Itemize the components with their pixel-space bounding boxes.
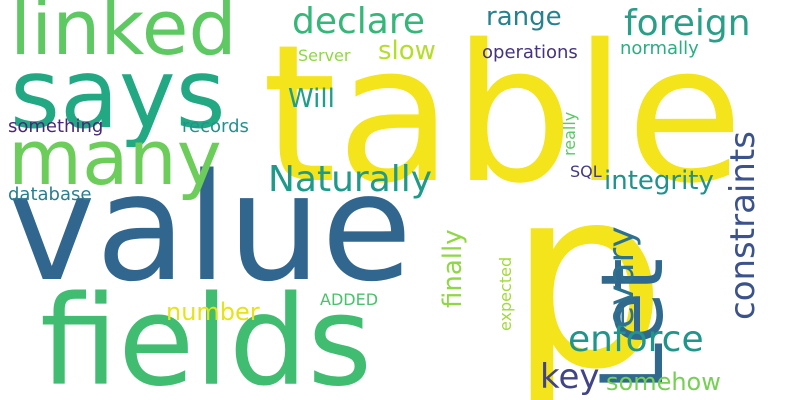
- word-enforce: enforce: [568, 319, 704, 360]
- word-value: value: [8, 142, 413, 314]
- word-foreign: foreign: [624, 3, 751, 44]
- word-many: many: [8, 113, 222, 202]
- word-added: ADDED: [320, 290, 379, 309]
- word-really: really: [560, 111, 579, 156]
- word-somehow: somehow: [606, 368, 721, 396]
- word-integrity: integrity: [604, 166, 714, 196]
- word-p: p: [508, 133, 667, 400]
- word-sql: SQL: [570, 162, 602, 181]
- word-will: Will: [288, 84, 335, 114]
- word-range: range: [486, 2, 562, 32]
- word-operations: operations: [482, 42, 578, 63]
- word-linked: linked: [10, 0, 237, 72]
- word-expected: expected: [496, 256, 515, 331]
- word-says: says: [10, 38, 226, 150]
- word-evary: evary: [601, 226, 642, 328]
- word-fields: fields: [40, 270, 373, 400]
- word-constraints: constraints: [723, 131, 763, 320]
- word-number: number: [166, 298, 260, 326]
- word-normally: normally: [620, 38, 699, 59]
- word-something: something: [8, 116, 104, 137]
- word-table: table: [262, 4, 744, 225]
- word-naturally: Naturally: [268, 159, 433, 200]
- word-records: records: [182, 116, 249, 137]
- word-finally: finally: [438, 229, 468, 308]
- word-database: database: [8, 184, 92, 205]
- word-server: Server: [298, 46, 351, 65]
- word-key: key: [540, 357, 600, 397]
- word-slow: slow: [378, 36, 436, 66]
- word-declare: declare: [292, 1, 426, 42]
